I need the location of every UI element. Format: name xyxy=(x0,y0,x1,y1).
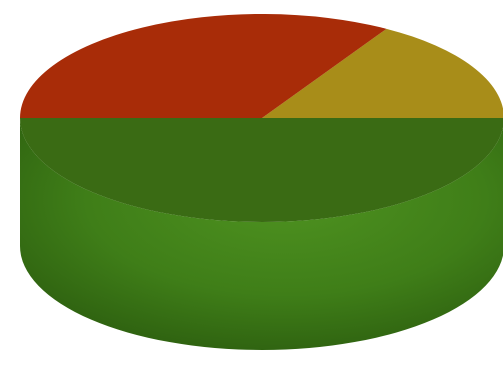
pie-slice-1 xyxy=(20,118,503,222)
pie-side-wall xyxy=(20,118,503,350)
pie-slice-3 xyxy=(19,14,387,119)
pie-slice-2 xyxy=(262,28,503,118)
